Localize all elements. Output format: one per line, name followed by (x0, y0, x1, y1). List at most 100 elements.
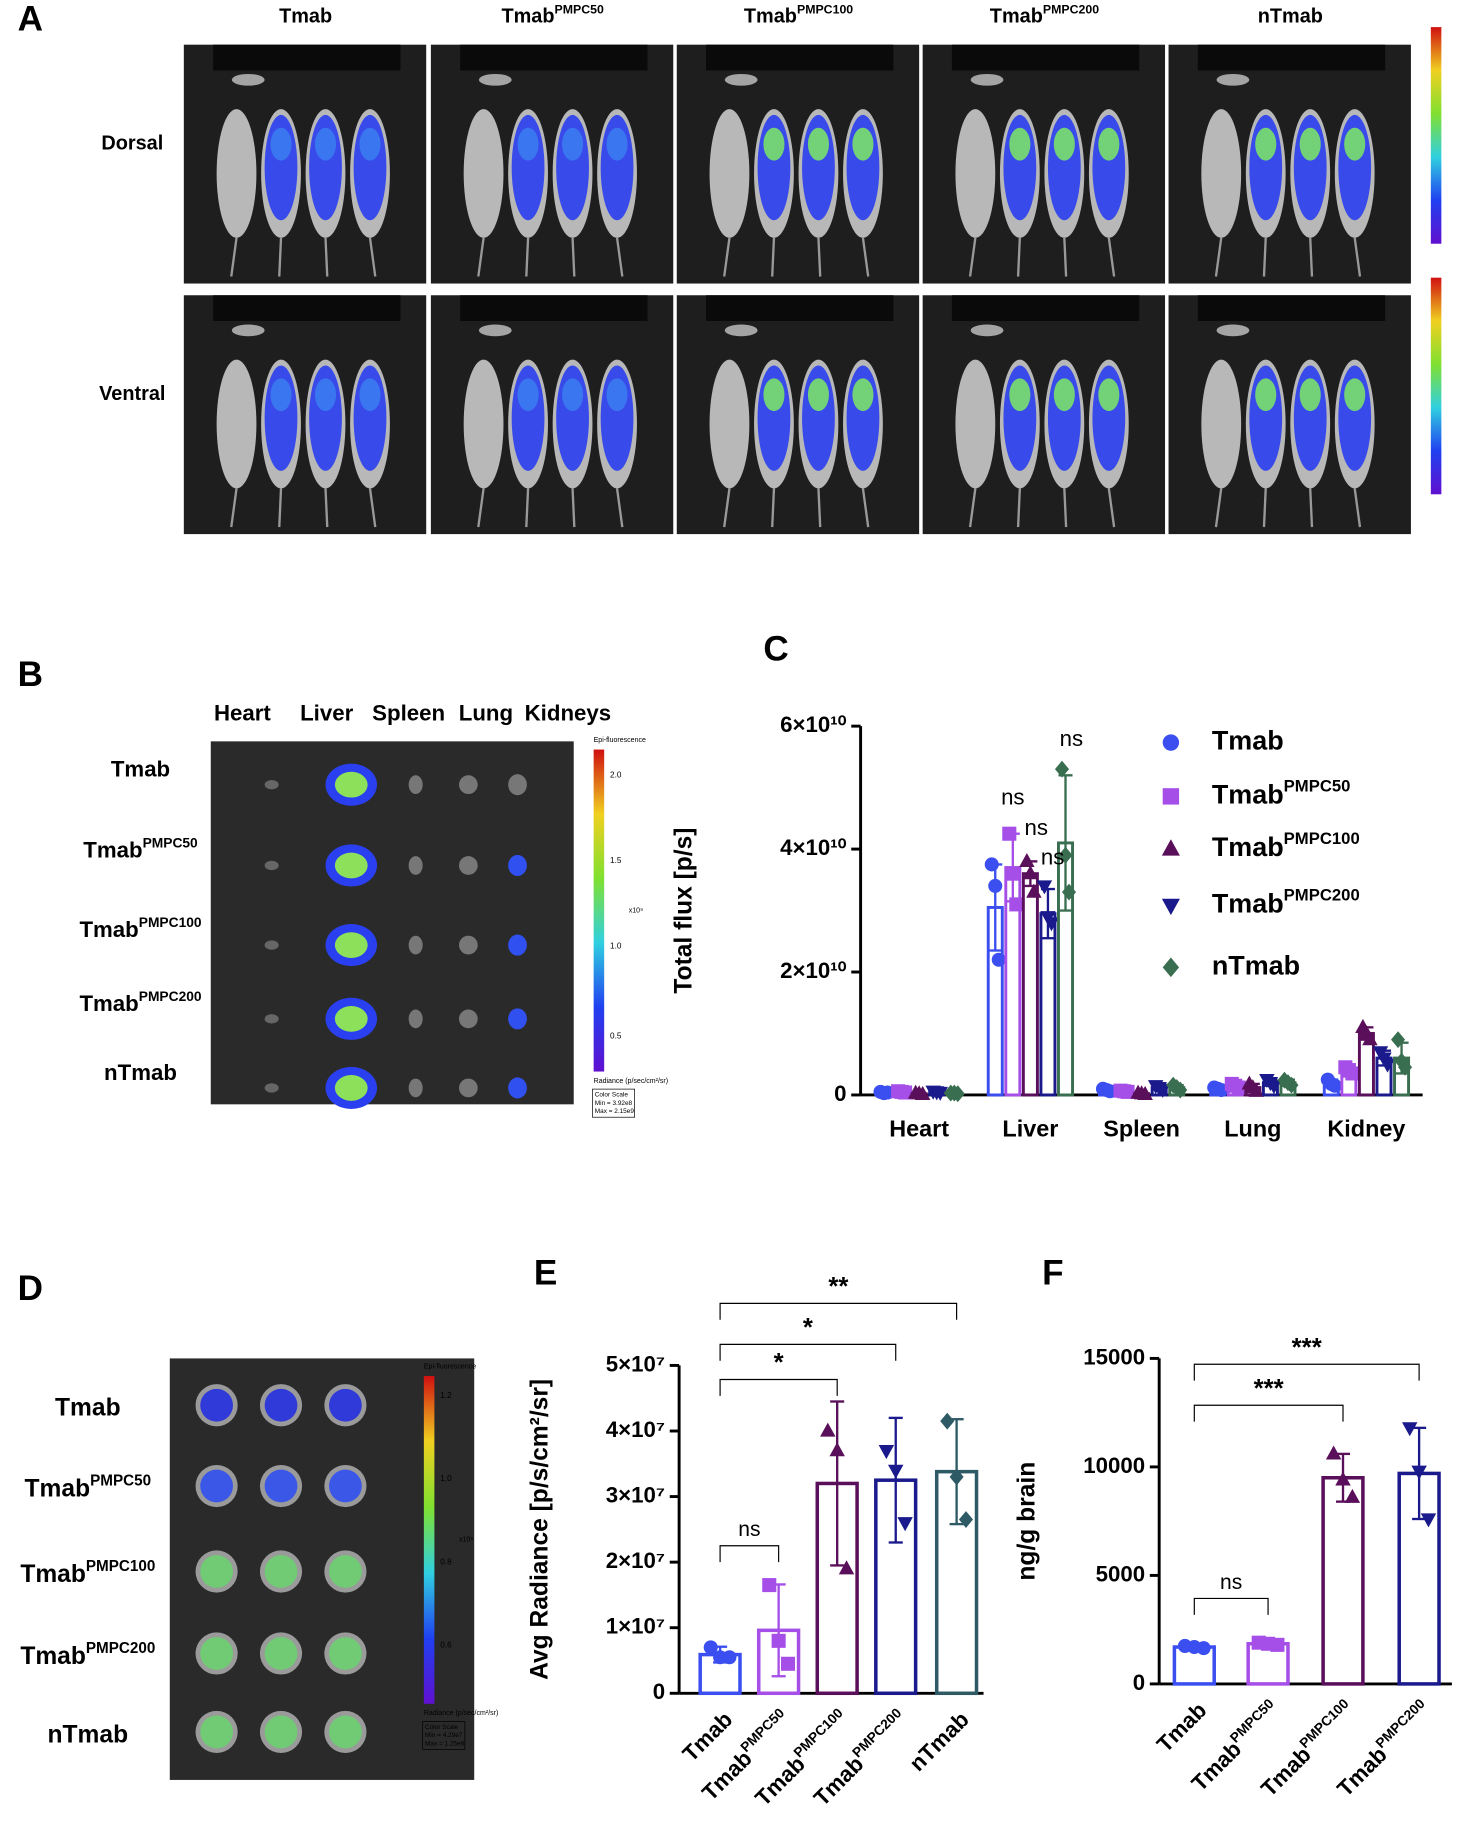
bar (1021, 872, 1039, 1097)
text-part: PMPC200 (1284, 885, 1360, 904)
signal-core (1009, 127, 1031, 161)
tail (368, 237, 377, 277)
column-label: Tmab (279, 6, 332, 28)
brain-signal (329, 1555, 362, 1588)
point (991, 952, 1006, 967)
row-label: TmabPMPC200 (79, 989, 201, 1016)
tail (571, 237, 576, 277)
point (1019, 852, 1035, 867)
colorbar-title: Epi-fluorescence (424, 1363, 476, 1370)
row-label: Dorsal (101, 132, 163, 154)
liver-core (334, 1005, 368, 1032)
bracket (719, 1545, 780, 1563)
tail (723, 488, 731, 528)
significance: *** (1254, 1375, 1284, 1403)
signal-core (359, 127, 381, 161)
signal-core (1299, 378, 1321, 412)
brain-signal (200, 1715, 234, 1749)
colorbar-scale: Color Scale (425, 1724, 459, 1731)
point (1009, 897, 1024, 912)
signal-core (606, 378, 628, 412)
brain-signal (329, 1388, 362, 1422)
point (1022, 865, 1039, 880)
colorbar-scale: Min = 4.29e7 (425, 1732, 463, 1739)
point (1284, 1076, 1299, 1094)
tail (1262, 237, 1267, 277)
y-tick-label: 6×10¹⁰ (780, 712, 846, 737)
organ (264, 1014, 279, 1024)
signal-core (1299, 127, 1321, 161)
annotation: ns (1060, 726, 1083, 751)
organ (458, 775, 478, 795)
point (1248, 1082, 1265, 1097)
organ (508, 854, 527, 877)
brain-signal (200, 1388, 234, 1422)
brain-signal (329, 1637, 362, 1670)
tail (278, 488, 283, 528)
colorbar-tick: 0.8 (440, 1557, 452, 1566)
signal-core (1255, 378, 1277, 412)
text-part: Tmab (25, 1475, 91, 1502)
text-part: PMPC200 (1373, 1696, 1428, 1751)
colorbar-tick: 1.5 (610, 856, 622, 865)
colorbar-tick: 1.2 (440, 1391, 452, 1400)
text-part: PMPC100 (797, 3, 853, 17)
tail (615, 488, 624, 528)
significance: ns (1220, 1571, 1242, 1594)
text-part: PMPC50 (1227, 1696, 1277, 1746)
organ-label: Lung (459, 700, 513, 725)
point (1270, 1637, 1285, 1652)
y-tick-label: 15000 (1083, 1344, 1145, 1369)
y-tick-label: 0 (653, 1679, 665, 1704)
x-tick-label: Spleen (1103, 1115, 1180, 1141)
tail (1063, 237, 1068, 277)
point (1054, 760, 1070, 778)
brain-signal (200, 1637, 234, 1670)
signal-core (314, 378, 337, 412)
mouse (216, 109, 257, 238)
text-part: Tmab (1212, 832, 1284, 862)
tail (230, 488, 238, 528)
row-label: nTmab (48, 1721, 129, 1748)
column-label: TmabPMPC200 (990, 3, 1099, 28)
text-part: Tmab (20, 1642, 86, 1669)
colorbar-unit: x10⁸ (459, 1537, 473, 1544)
y-tick-label: 10000 (1083, 1453, 1145, 1478)
y-tick-label: 3×10⁷ (606, 1482, 665, 1507)
y-tick-label: 5×10⁷ (606, 1351, 665, 1376)
signal-core (1009, 378, 1031, 412)
bracket (1193, 1404, 1344, 1422)
colorbar-tick: 0.5 (610, 1032, 622, 1041)
instrument (951, 295, 1140, 322)
signal-core (1344, 127, 1366, 161)
text-part: Tmab (20, 1561, 86, 1588)
panel-letter: F (1042, 1254, 1063, 1293)
panel-letter: C (763, 629, 788, 668)
point (771, 1633, 786, 1648)
light (231, 324, 265, 337)
point (1231, 1080, 1246, 1095)
signal-core (606, 127, 628, 161)
point (820, 1422, 836, 1437)
organ (408, 1009, 423, 1029)
colorbar-tick: 1.0 (440, 1474, 452, 1483)
liver-core (334, 771, 368, 798)
signal-core (1098, 127, 1120, 161)
organ (264, 779, 279, 790)
colorbar-radiance: Radiance (p/sec/cm²/sr) (594, 1078, 668, 1085)
organ (264, 940, 279, 950)
tail (817, 488, 822, 528)
point (1266, 1080, 1282, 1095)
significance: * (803, 1314, 813, 1342)
point (878, 1445, 895, 1460)
text-part: PMPC100 (791, 1705, 846, 1760)
point (958, 1511, 974, 1528)
legend-label: nTmab (1212, 950, 1300, 980)
tail (723, 237, 731, 277)
tail (278, 237, 283, 277)
point (1061, 883, 1077, 901)
organ (458, 1009, 478, 1029)
point (932, 1086, 948, 1101)
mouse (709, 359, 750, 489)
tail (1262, 488, 1267, 528)
